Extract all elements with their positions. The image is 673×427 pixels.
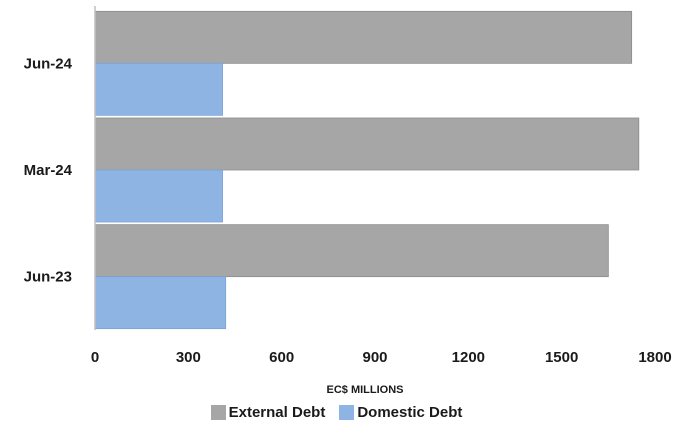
debt-bar-chart: Jun-24 Mar-24 Jun-23 0 300 600 900 1200 1500 180…: [24, 6, 672, 396]
legend-label-external: External Debt: [228, 404, 326, 421]
x-tick-label-900: 900: [362, 349, 387, 366]
bars-group: [94, 10, 640, 330]
legend-swatch-domestic: [339, 405, 355, 420]
bar-external-jun-24: [94, 10, 633, 64]
x-tick-label-0: 0: [91, 349, 99, 366]
legend: External Debt Domestic Debt: [0, 404, 673, 421]
x-tick-label-1200: 1200: [452, 349, 485, 366]
bar-external-mar-24: [94, 117, 640, 171]
x-tick-label-600: 600: [269, 349, 294, 366]
category-label-jun-24: Jun-24: [24, 55, 73, 72]
legend-item-domestic: Domestic Debt: [339, 404, 462, 421]
x-tick-label-300: 300: [176, 349, 201, 366]
category-label-jun-23: Jun-23: [24, 269, 72, 286]
bar-external-jun-23: [94, 224, 609, 278]
bar-domestic-jun-23: [94, 276, 227, 330]
x-tick-labels: 0 300 600 900 1200 1500 1800: [91, 349, 672, 366]
legend-item-external: External Debt: [210, 404, 326, 421]
x-tick-label-1500: 1500: [545, 349, 578, 366]
bar-domestic-jun-24: [94, 62, 223, 116]
legend-swatch-external: [210, 405, 226, 420]
category-labels: Jun-24 Mar-24 Jun-23: [24, 55, 73, 285]
category-label-mar-24: Mar-24: [24, 162, 73, 179]
x-axis-title: EC$ MILLIONS: [326, 384, 403, 396]
legend-label-domestic: Domestic Debt: [357, 404, 463, 421]
bar-domestic-mar-24: [94, 169, 223, 223]
x-tick-label-1800: 1800: [638, 349, 671, 366]
